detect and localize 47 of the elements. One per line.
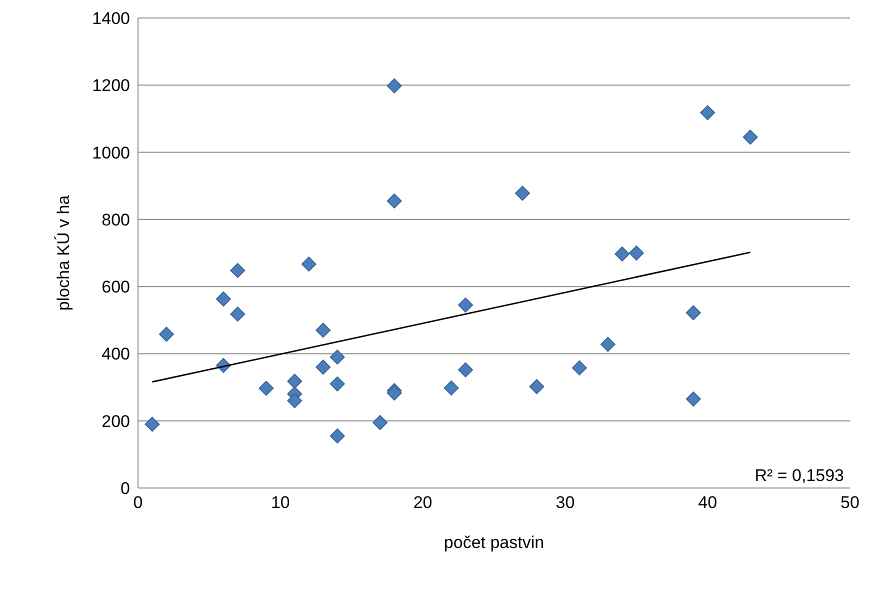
point — [514, 186, 530, 201]
point — [458, 298, 474, 313]
point — [258, 380, 274, 396]
y-tick-label: 400 — [102, 344, 130, 364]
x-tick-label: 10 — [270, 493, 290, 512]
y-tick-label: 0 — [120, 479, 130, 498]
point — [386, 193, 402, 208]
x-tick-label: 30 — [556, 493, 575, 512]
x-tick-label: 0 — [133, 493, 143, 512]
y-axis-title: plocha KÚ v ha — [54, 194, 74, 311]
y-tick-label: 1400 — [92, 9, 130, 28]
x-tick-label: 20 — [413, 493, 432, 512]
point — [158, 326, 174, 342]
point — [230, 306, 246, 322]
point — [600, 336, 616, 352]
y-tick-label: 800 — [102, 210, 130, 230]
point — [614, 246, 630, 262]
x-axis-title: počet pastvin — [444, 533, 544, 552]
y-tick-label: 1000 — [92, 143, 130, 162]
x-tick-label: 40 — [698, 493, 718, 512]
point — [444, 380, 459, 396]
point — [330, 428, 345, 444]
annotation: R² = 0,1593 — [754, 466, 844, 486]
point — [330, 350, 345, 365]
point — [700, 105, 716, 120]
point — [742, 130, 758, 145]
point — [287, 393, 302, 408]
point — [330, 376, 345, 392]
point — [572, 360, 587, 376]
point — [316, 360, 331, 375]
y-tick-label: 600 — [102, 278, 130, 297]
point — [216, 291, 231, 306]
point — [686, 392, 701, 407]
point — [144, 416, 160, 432]
y-tick-label: 200 — [102, 412, 130, 431]
y-tick-label: 1200 — [92, 76, 130, 96]
point — [686, 305, 701, 320]
point — [386, 78, 402, 94]
point — [458, 362, 474, 378]
point — [316, 322, 331, 338]
point — [301, 256, 316, 272]
point — [529, 379, 544, 394]
point — [230, 262, 246, 278]
x-tick-label: 50 — [840, 493, 860, 512]
point — [372, 415, 388, 430]
point — [628, 246, 644, 260]
point — [287, 374, 302, 389]
